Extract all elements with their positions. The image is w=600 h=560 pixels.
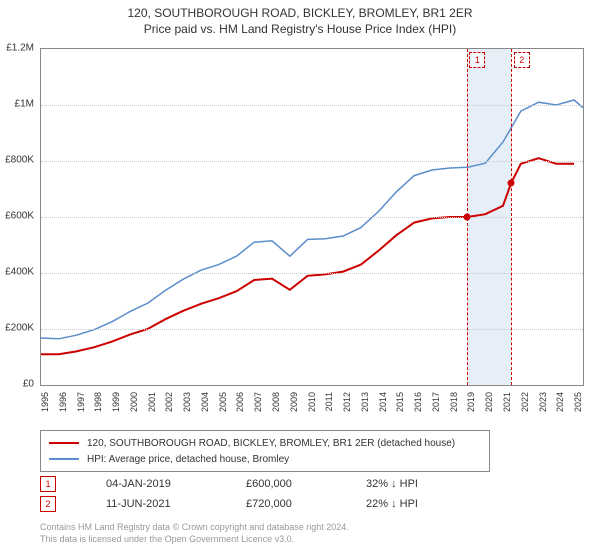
footer-attribution: Contains HM Land Registry data © Crown c… [40, 522, 349, 545]
y-tick-label: £1.2M [6, 43, 34, 54]
x-tick-label: 2005 [218, 392, 228, 412]
legend-label: HPI: Average price, detached house, Brom… [87, 454, 289, 465]
x-tick-label: 2021 [502, 392, 512, 412]
x-tick-label: 2017 [431, 392, 441, 412]
gridline-h [41, 217, 583, 218]
gridline-h [41, 273, 583, 274]
x-tick-label: 2025 [573, 392, 583, 412]
y-axis-labels: £0£200K£400K£600K£800K£1M£1.2M [0, 48, 38, 386]
chart-plot-area: 12 [40, 48, 584, 386]
x-tick-label: 2024 [555, 392, 565, 412]
x-tick-label: 2012 [342, 392, 352, 412]
gridline-h [41, 105, 583, 106]
x-axis-labels: 1995 1996 1997 1998 1999 2000 2001 2002 2003 2004… [40, 388, 584, 428]
x-tick-label: 2003 [182, 392, 192, 412]
tx-price: £600,000 [246, 478, 326, 490]
series-price_paid [41, 158, 574, 354]
x-tick-label: 1995 [40, 392, 50, 412]
legend-row: 120, SOUTHBOROUGH ROAD, BICKLEY, BROMLEY… [49, 435, 481, 451]
x-tick-label: 2001 [147, 392, 157, 412]
tx-delta: 32% ↓ HPI [366, 478, 466, 490]
series-hpi [41, 100, 583, 339]
x-tick-label: 2015 [395, 392, 405, 412]
x-tick-label: 2004 [200, 392, 210, 412]
tx-badge: 1 [40, 476, 56, 492]
footer-line2: This data is licensed under the Open Gov… [40, 534, 349, 546]
y-tick-label: £800K [5, 155, 34, 166]
x-tick-label: 2007 [253, 392, 263, 412]
x-tick-label: 2010 [307, 392, 317, 412]
x-tick-label: 2022 [520, 392, 530, 412]
y-tick-label: £400K [5, 267, 34, 278]
marker-point [508, 180, 515, 187]
marker-badge: 1 [469, 52, 485, 68]
x-tick-label: 1997 [76, 392, 86, 412]
x-tick-label: 1996 [58, 392, 68, 412]
title-main: 120, SOUTHBOROUGH ROAD, BICKLEY, BROMLEY… [0, 6, 600, 20]
x-tick-label: 1998 [93, 392, 103, 412]
x-tick-label: 2020 [484, 392, 494, 412]
x-tick-label: 2016 [413, 392, 423, 412]
footer-line1: Contains HM Land Registry data © Crown c… [40, 522, 349, 534]
x-tick-label: 2023 [538, 392, 548, 412]
transaction-rows: 1 04-JAN-2019 £600,000 32% ↓ HPI 2 11-JUN-202… [40, 474, 466, 514]
transaction-row: 2 11-JUN-2021 £720,000 22% ↓ HPI [40, 494, 466, 514]
legend-label: 120, SOUTHBOROUGH ROAD, BICKLEY, BROMLEY… [87, 438, 455, 449]
title-sub: Price paid vs. HM Land Registry's House … [0, 22, 600, 36]
marker-point [464, 214, 471, 221]
x-tick-label: 2013 [360, 392, 370, 412]
tx-date: 04-JAN-2019 [106, 478, 206, 490]
x-tick-label: 2011 [324, 392, 334, 411]
tx-badge: 2 [40, 496, 56, 512]
y-tick-label: £0 [23, 379, 34, 390]
x-tick-label: 2014 [378, 392, 388, 412]
legend-swatch [49, 442, 79, 444]
marker-badge: 2 [514, 52, 530, 68]
y-tick-label: £1M [15, 99, 34, 110]
transaction-row: 1 04-JAN-2019 £600,000 32% ↓ HPI [40, 474, 466, 494]
y-tick-label: £600K [5, 211, 34, 222]
legend: 120, SOUTHBOROUGH ROAD, BICKLEY, BROMLEY… [40, 430, 490, 472]
legend-row: HPI: Average price, detached house, Brom… [49, 451, 481, 467]
gridline-h [41, 161, 583, 162]
gridline-h [41, 329, 583, 330]
x-tick-label: 2006 [235, 392, 245, 412]
x-tick-label: 2008 [271, 392, 281, 412]
tx-price: £720,000 [246, 498, 326, 510]
x-tick-label: 2002 [164, 392, 174, 412]
x-tick-label: 2019 [466, 392, 476, 412]
legend-swatch [49, 458, 79, 460]
y-tick-label: £200K [5, 323, 34, 334]
x-tick-label: 1999 [111, 392, 121, 412]
marker-vline [511, 49, 512, 385]
x-tick-label: 2018 [449, 392, 459, 412]
tx-date: 11-JUN-2021 [106, 498, 206, 510]
tx-delta: 22% ↓ HPI [366, 498, 466, 510]
chart-titles: 120, SOUTHBOROUGH ROAD, BICKLEY, BROMLEY… [0, 0, 600, 36]
x-tick-label: 2009 [289, 392, 299, 412]
x-tick-label: 2000 [129, 392, 139, 412]
